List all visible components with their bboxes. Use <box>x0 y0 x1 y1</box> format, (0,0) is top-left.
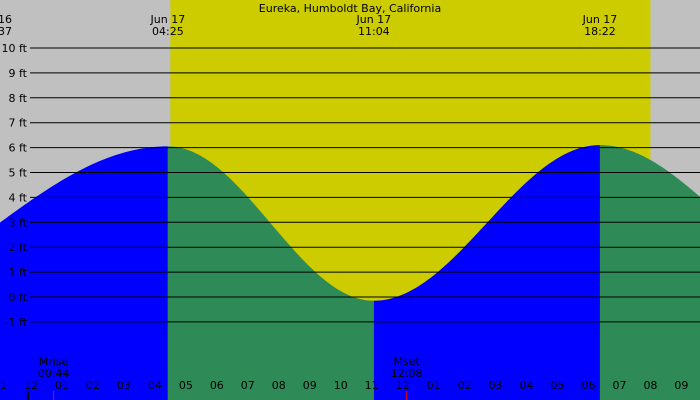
moon-event-label: Mset <box>394 355 421 368</box>
extreme-date-label: Jun 17 <box>150 13 186 26</box>
x-tick-label: 08 <box>643 379 657 392</box>
extreme-time-label: 18:22 <box>584 25 616 38</box>
x-tick-label: 10 <box>334 379 348 392</box>
chart-title: Eureka, Humboldt Bay, California <box>259 2 441 15</box>
x-tick-label: 02 <box>86 379 100 392</box>
x-axis-labels: 11 12 01 02 03 04 05 06 07 08 09 10 11 12 01 02 03 04 05 06… <box>0 379 688 400</box>
x-tick-label: 01 <box>55 379 69 392</box>
x-tick-label: 07 <box>241 379 255 392</box>
x-tick-label: 04 <box>148 379 162 392</box>
y-tick-label: 2 ft <box>9 241 28 254</box>
x-tick-label: 05 <box>551 379 565 392</box>
y-tick-label: 6 ft <box>9 142 28 155</box>
y-tick-label: 4 ft <box>9 191 28 204</box>
x-tick-label: 08 <box>272 379 286 392</box>
x-tick-label: 11 <box>365 379 379 392</box>
x-tick-label: 12 <box>396 379 410 392</box>
x-tick-label: 03 <box>117 379 131 392</box>
x-tick-label: 05 <box>179 379 193 392</box>
y-tick-label: 5 ft <box>9 167 28 180</box>
x-tick-label: 04 <box>520 379 534 392</box>
moon-event-label: Mrise <box>39 355 69 368</box>
x-tick-label: 09 <box>303 379 317 392</box>
x-tick-label: 06 <box>210 379 224 392</box>
y-tick-label: -1 ft <box>5 316 28 329</box>
moon-event-time: 00:44 <box>38 367 70 380</box>
x-tick-label: 09 <box>674 379 688 392</box>
rising-tide-area <box>0 146 168 400</box>
x-tick-label: 11 <box>0 379 7 392</box>
extreme-time-label: 37 <box>0 25 12 38</box>
x-tick-label: 12 <box>24 379 38 392</box>
y-tick-label: 10 ft <box>2 42 28 55</box>
y-tick-label: 7 ft <box>9 117 28 130</box>
extreme-date-label: Jun 17 <box>356 13 392 26</box>
moon-event-time: 12:08 <box>391 367 423 380</box>
falling-tide-area <box>167 146 374 400</box>
extreme-date-label: Jun 17 <box>582 13 618 26</box>
y-tick-label: 0 ft <box>9 291 28 304</box>
x-tick-label: 01 <box>427 379 441 392</box>
x-tick-label: 03 <box>489 379 503 392</box>
x-tick-label: 06 <box>581 379 595 392</box>
y-tick-label: 3 ft <box>9 216 28 229</box>
x-tick-label: 02 <box>458 379 472 392</box>
y-tick-label: 1 ft <box>9 266 28 279</box>
x-tick-label: 07 <box>612 379 626 392</box>
y-tick-label: 8 ft <box>9 92 28 105</box>
extreme-date-label: 16 <box>0 13 12 26</box>
y-axis-labels: -1 ft 0 ft 1 ft 2 ft 3 ft 4 ft 5 ft 6 ft 7 ft 8 f… <box>2 42 28 329</box>
grid-lines <box>30 47 700 323</box>
extreme-time-label: 04:25 <box>152 25 184 38</box>
extreme-time-label: 11:04 <box>358 25 390 38</box>
y-tick-label: 9 ft <box>9 67 28 80</box>
